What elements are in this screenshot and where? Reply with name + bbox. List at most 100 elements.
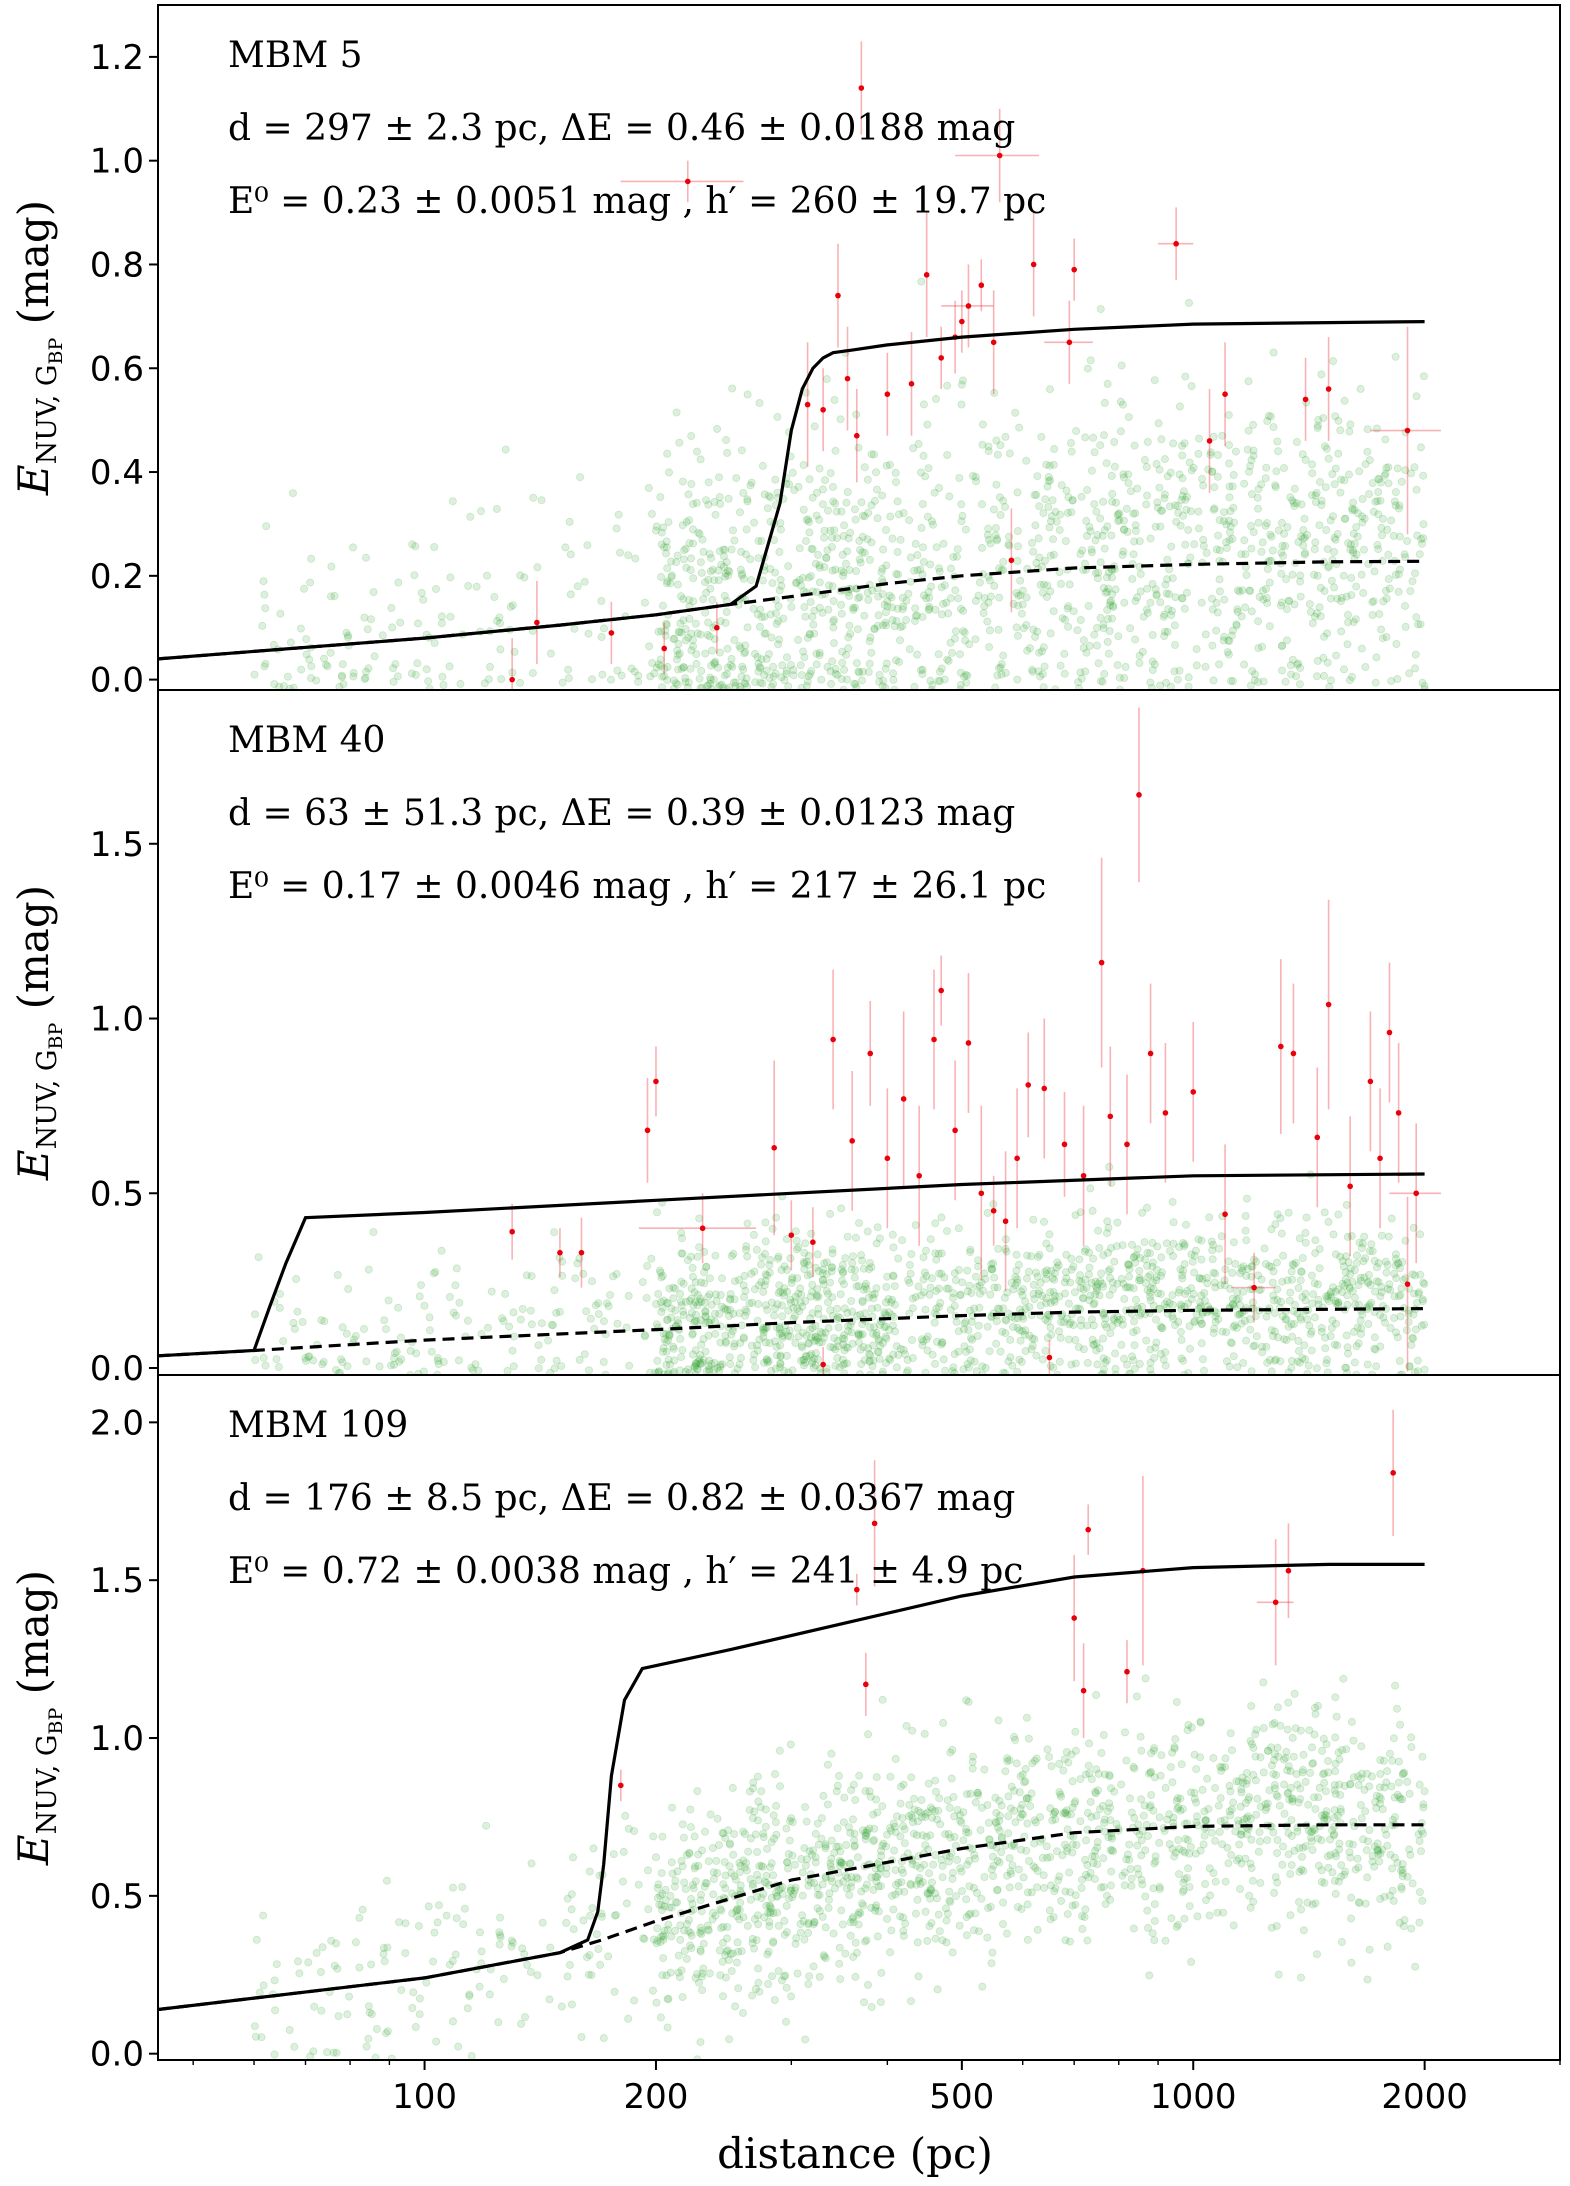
background-point	[1273, 1836, 1282, 1845]
background-point	[727, 545, 736, 554]
background-point	[1343, 1232, 1352, 1241]
background-point	[1332, 1299, 1341, 1308]
background-point	[990, 1283, 999, 1292]
background-point	[1308, 1846, 1317, 1855]
background-point	[1060, 1840, 1069, 1849]
background-point	[690, 1832, 699, 1841]
background-point	[919, 1288, 928, 1297]
background-point	[1062, 486, 1071, 495]
background-point	[687, 629, 696, 638]
background-point	[1291, 1258, 1300, 1267]
background-point	[765, 1901, 774, 1910]
background-point	[1365, 1247, 1374, 1256]
background-point	[1083, 364, 1092, 373]
background-point	[1081, 1905, 1090, 1914]
background-point	[433, 1356, 442, 1365]
red-point-marker	[923, 272, 930, 278]
background-point	[657, 540, 666, 549]
background-point	[1149, 1285, 1158, 1294]
background-point	[1034, 667, 1043, 676]
background-point	[902, 1368, 911, 1375]
background-point	[677, 1228, 686, 1237]
background-point	[1229, 1300, 1238, 1309]
background-point	[797, 671, 806, 680]
background-point	[1100, 398, 1109, 407]
background-point	[849, 1815, 858, 1824]
background-point	[338, 1358, 347, 1367]
background-point	[550, 1228, 559, 1237]
background-point	[807, 572, 816, 581]
background-point	[1375, 1857, 1384, 1866]
background-point	[250, 1310, 259, 1319]
background-point	[797, 581, 806, 590]
background-point	[657, 1932, 666, 1941]
background-point	[1379, 1313, 1388, 1322]
red-point-marker	[884, 1155, 891, 1162]
background-point	[1278, 1312, 1287, 1321]
background-point	[361, 673, 370, 682]
background-point	[1120, 674, 1129, 683]
background-point	[892, 1880, 901, 1889]
background-point	[1170, 1743, 1179, 1752]
background-point	[1132, 1692, 1141, 1701]
background-point	[962, 678, 971, 687]
background-point	[756, 1803, 765, 1812]
red-point	[661, 622, 668, 675]
background-point	[1105, 1772, 1114, 1781]
background-point	[899, 1926, 908, 1935]
background-point	[1227, 1851, 1236, 1860]
background-point	[839, 1267, 848, 1276]
background-point	[702, 1262, 711, 1271]
background-point	[1287, 1267, 1296, 1276]
background-point	[678, 521, 687, 530]
background-point	[1129, 509, 1138, 518]
background-point	[1106, 1846, 1115, 1855]
background-point	[1043, 482, 1052, 491]
background-point	[1163, 1297, 1172, 1306]
background-point	[288, 489, 297, 498]
background-point	[1023, 1274, 1032, 1283]
background-point	[824, 1324, 833, 1333]
background-point	[1114, 632, 1123, 641]
background-point	[286, 638, 295, 647]
background-point	[699, 547, 708, 556]
background-point	[1377, 1231, 1386, 1240]
background-point	[1387, 1782, 1396, 1791]
background-point	[894, 510, 903, 519]
red-point-marker	[1030, 261, 1037, 268]
background-point	[1176, 1300, 1185, 1309]
background-point	[1090, 1340, 1099, 1349]
background-point	[1336, 1807, 1345, 1816]
background-point	[1034, 1290, 1043, 1299]
background-point	[851, 603, 860, 612]
background-point	[1198, 474, 1207, 483]
background-point	[1118, 1320, 1127, 1329]
background-point	[742, 1245, 751, 1254]
background-point	[527, 1320, 536, 1329]
background-point	[414, 1922, 423, 1931]
background-point	[641, 1332, 650, 1341]
background-point	[984, 442, 993, 451]
background-point	[1149, 1746, 1158, 1755]
background-point	[1124, 1261, 1133, 1270]
background-point	[424, 677, 433, 686]
background-point	[838, 550, 847, 559]
background-point	[837, 600, 846, 609]
red-point-marker	[996, 152, 1003, 159]
background-point	[945, 1803, 954, 1812]
background-point	[1353, 1854, 1362, 1863]
background-point	[1220, 1276, 1229, 1285]
background-point	[1407, 469, 1416, 478]
background-point	[683, 1365, 692, 1374]
background-point	[778, 1301, 787, 1310]
background-point	[791, 579, 800, 588]
background-point	[1033, 1272, 1042, 1281]
background-point	[451, 1281, 460, 1290]
background-point	[748, 1882, 757, 1891]
background-point	[829, 597, 838, 606]
background-point	[1021, 1764, 1030, 1773]
background-point	[758, 461, 767, 470]
background-point	[946, 1305, 955, 1314]
background-point	[1315, 1245, 1324, 1254]
background-point	[1382, 1778, 1391, 1787]
